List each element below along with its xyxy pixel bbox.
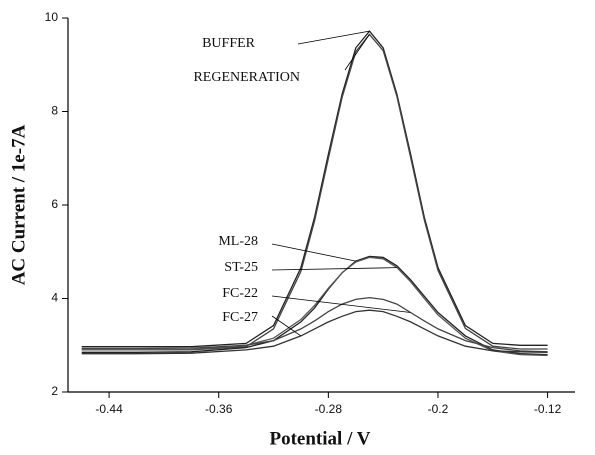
series-line: [81, 296, 548, 353]
y-tick-label: 2: [51, 384, 58, 398]
x-tick-label: -0.36: [205, 402, 233, 416]
series-label: FC-27: [222, 310, 258, 325]
leader-line: [271, 243, 356, 262]
series-line: [81, 30, 548, 348]
x-axis-title: Potential / V: [270, 428, 371, 449]
x-tick-label: -0.2: [428, 402, 449, 416]
series-label: FC-22: [222, 286, 258, 301]
x-tick-label: -0.12: [534, 402, 562, 416]
series-label: REGENERATION: [193, 70, 300, 85]
leader-line: [344, 34, 370, 71]
series-line: [81, 309, 548, 355]
y-axis-title: AC Current / 1e-7A: [8, 124, 29, 285]
series-label: ML-28: [218, 234, 258, 249]
y-tick-label: 10: [45, 10, 59, 24]
x-tick-label: -0.28: [315, 402, 343, 416]
y-tick-label: 6: [51, 197, 58, 211]
leader-line: [271, 315, 302, 337]
y-tick-label: 4: [51, 291, 58, 305]
series-line: [81, 256, 548, 357]
y-tick-label: 8: [51, 104, 58, 118]
x-tick-label: -0.44: [95, 402, 123, 416]
series-line: [81, 255, 548, 356]
series-line: [81, 33, 548, 351]
series-label: BUFFER: [202, 36, 256, 51]
leader-line: [271, 295, 411, 313]
leader-line: [271, 267, 397, 271]
leader-line: [297, 30, 370, 45]
series-label: ST-25: [224, 260, 258, 275]
